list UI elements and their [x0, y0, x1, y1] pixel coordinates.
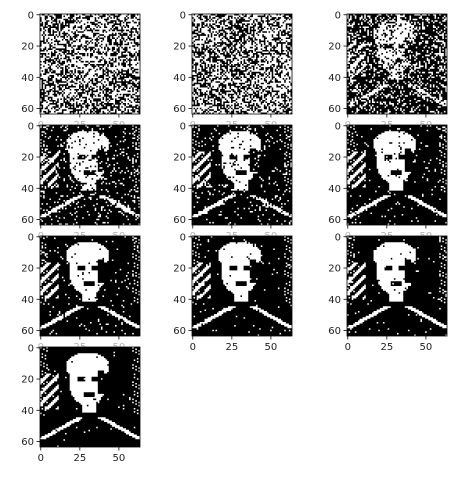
heatmap-image	[192, 125, 292, 225]
axes-frame	[346, 13, 448, 115]
x-tick-label: 0	[345, 342, 351, 353]
y-tick-label: 0	[180, 10, 186, 21]
heatmap-image	[192, 236, 292, 336]
y-tick-label: 0	[335, 10, 341, 21]
heatmap-cells	[40, 14, 140, 114]
y-tick-label: 0	[28, 343, 34, 354]
y-tick-label: 40	[21, 406, 34, 417]
heatmap-cells	[40, 125, 140, 225]
axes-frame	[39, 124, 141, 226]
heatmap-image	[347, 236, 447, 336]
heatmap-cells	[192, 125, 292, 225]
x-tick-label: 50	[113, 453, 126, 464]
heatmap-cells	[40, 347, 140, 447]
heatmap-image	[347, 125, 447, 225]
y-tick-label: 40	[173, 73, 186, 84]
y-tick-label: 20	[328, 42, 341, 53]
x-tick-label: 0	[190, 342, 196, 353]
heatmap-cells	[192, 14, 292, 114]
y-tick-label: 20	[21, 42, 34, 53]
axes-frame	[39, 346, 141, 448]
x-tick-label: 50	[420, 342, 433, 353]
y-tick-label: 40	[21, 73, 34, 84]
axes-frame	[346, 124, 448, 226]
y-tick-label: 20	[173, 264, 186, 275]
y-tick-label: 40	[21, 184, 34, 195]
axes-frame	[191, 235, 293, 337]
x-tick-label: 25	[380, 342, 393, 353]
heatmap-image	[40, 347, 140, 447]
y-tick-label: 60	[328, 104, 341, 115]
heatmap-image	[40, 14, 140, 114]
y-tick-label: 40	[173, 295, 186, 306]
axes-frame	[39, 13, 141, 115]
y-tick-label: 60	[328, 215, 341, 226]
axes-frame	[191, 13, 293, 115]
axes-frame	[191, 124, 293, 226]
chart-panel-8: 0 20 40 60 0 25 50	[173, 232, 293, 353]
axes-frame	[346, 235, 448, 337]
heatmap-cells	[40, 236, 140, 335]
y-tick-label: 0	[180, 121, 186, 132]
heatmap-image	[347, 14, 447, 114]
y-tick-label: 60	[21, 437, 34, 448]
heatmap-cells	[347, 236, 447, 336]
heatmap-cells	[192, 236, 292, 336]
y-tick-label: 20	[21, 375, 34, 386]
y-tick-label: 20	[21, 153, 34, 164]
y-tick-label: 20	[21, 264, 34, 275]
y-tick-label: 0	[28, 10, 34, 21]
y-tick-label: 0	[28, 121, 34, 132]
x-tick-label: 25	[73, 453, 86, 464]
y-tick-label: 40	[21, 295, 34, 306]
x-tick-label: 50	[265, 342, 278, 353]
y-tick-label: 60	[21, 215, 34, 226]
x-tick-label: 25	[225, 342, 238, 353]
y-tick-label: 20	[328, 264, 341, 275]
y-tick-label: 20	[173, 42, 186, 53]
chart-panel-10: 0 20 40 60 0 25 50	[21, 343, 141, 464]
y-tick-label: 40	[328, 184, 341, 195]
chart-panel-9: 0 20 40 60 0 25 50	[328, 232, 448, 353]
y-tick-label: 20	[328, 153, 341, 164]
y-tick-label: 20	[173, 153, 186, 164]
heatmap-image	[192, 14, 292, 114]
y-tick-label: 0	[180, 232, 186, 243]
heatmap-image	[40, 236, 140, 336]
y-tick-label: 60	[173, 215, 186, 226]
y-tick-label: 60	[173, 326, 186, 337]
axes-frame	[39, 235, 141, 337]
y-tick-label: 0	[28, 232, 34, 243]
y-tick-label: 60	[21, 104, 34, 115]
y-tick-label: 60	[173, 104, 186, 115]
y-tick-label: 40	[173, 184, 186, 195]
y-tick-label: 40	[328, 73, 341, 84]
y-tick-label: 0	[335, 121, 341, 132]
y-tick-label: 60	[328, 326, 341, 337]
heatmap-cells	[347, 125, 447, 225]
x-tick-label: 0	[38, 453, 44, 464]
y-tick-label: 40	[328, 295, 341, 306]
heatmap-image	[40, 125, 140, 225]
heatmap-cells	[347, 14, 447, 114]
y-tick-label: 0	[335, 232, 341, 243]
y-tick-label: 60	[21, 326, 34, 337]
